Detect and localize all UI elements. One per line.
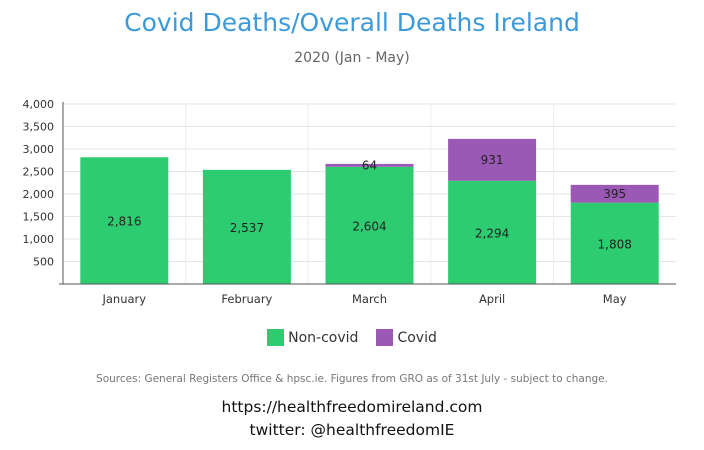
data-label: 64 [362,158,377,172]
data-label: 2,537 [230,221,264,235]
data-label: 931 [481,153,504,167]
legend-swatch-covid [376,329,394,346]
legend-label-covid: Covid [397,329,437,346]
y-tick-label: 2,500 [23,166,55,179]
data-label: 1,808 [598,237,632,251]
bar-non-covid [325,166,414,284]
x-tick-label: March [352,292,387,306]
y-tick-label: 1,500 [23,211,55,224]
bar-covid [570,184,659,203]
legend-item-covid[interactable]: Covid [376,329,437,346]
website-url[interactable]: https://healthfreedomireland.com [221,398,483,416]
chart-legend: Non-covid Covid [0,329,704,346]
x-tick-label: April [479,292,505,306]
chart-title: Covid Deaths/Overall Deaths Ireland [124,8,580,37]
bar-covid [325,163,414,167]
twitter-handle: twitter: @healthfreedomIE [249,421,455,439]
y-tick-label: 3,000 [23,143,55,156]
data-label: 395 [603,187,626,201]
legend-label-non-covid: Non-covid [288,329,359,346]
legend-item-non-covid[interactable]: Non-covid [267,329,358,346]
chart-plot: 500 1,000 1,500 2,000 2,500 3,000 3,500 4,000 2,… [23,98,676,306]
bar-non-covid [80,157,169,284]
x-tick-label: January [101,292,146,306]
y-tick-label: 3,500 [23,121,55,134]
legend-swatch-non-covid [267,329,285,346]
bar-non-covid [202,169,291,284]
chart-subtitle: 2020 (Jan - May) [294,50,410,66]
x-tick-label: February [221,292,272,306]
y-tick-label: 4,000 [23,98,55,111]
x-tick-label: May [603,292,627,306]
bar-non-covid [448,180,537,284]
data-label: 2,816 [107,215,141,229]
sources-note: Sources: General Registers Office & hpsc… [96,373,608,385]
data-label: 2,604 [352,219,386,233]
y-tick-label: 1,000 [23,233,55,246]
bar-covid [448,138,537,181]
y-tick-label: 2,000 [23,188,55,201]
y-tick-label: 500 [33,256,54,269]
bar-non-covid [570,202,659,284]
data-label: 2,294 [475,226,509,240]
